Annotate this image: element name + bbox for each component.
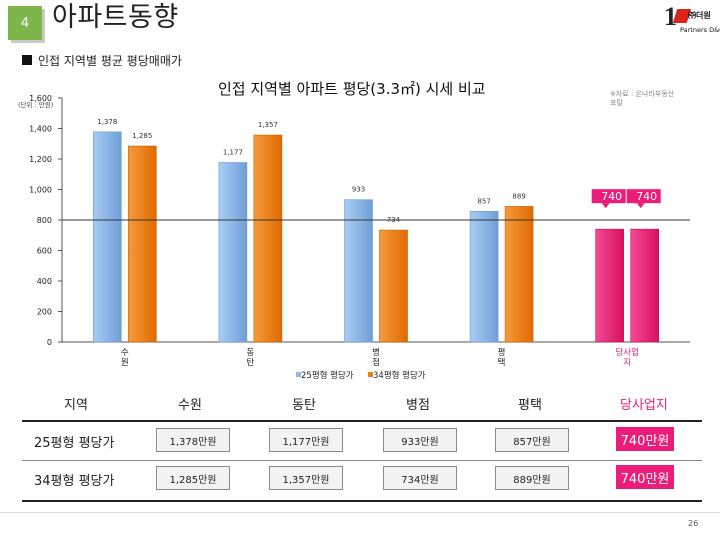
y-tick-label: 1,600 — [29, 94, 52, 103]
y-tick-label: 200 — [37, 308, 52, 317]
table-header-cell: 동탄 — [292, 398, 316, 413]
bar-series2 — [379, 229, 408, 343]
table-cell-highlight: 740만원 — [616, 427, 674, 451]
logo-brand: ㈜더원 — [688, 11, 711, 20]
bar-series1 — [93, 131, 122, 343]
table-cell: 889만원 — [495, 466, 569, 490]
row-label: 34평형 평당가 — [34, 474, 115, 489]
table-header-cell-highlight: 당사업지 — [620, 398, 668, 413]
table-cell: 734만원 — [383, 466, 457, 490]
data-label-pointer — [601, 203, 610, 209]
bar-series2 — [630, 228, 660, 343]
table-divider — [22, 420, 702, 422]
bar-series2 — [128, 145, 157, 343]
legend-label: 25평형 평당가 — [301, 370, 354, 381]
data-label: 1,177 — [223, 149, 243, 157]
y-tick-label: 1,000 — [29, 186, 52, 195]
bar-chart: 0 200 400 600 800 1,000 1,200 1,400 1,600(단위 : 만… — [18, 94, 690, 381]
table-header-cell: 평택 — [518, 398, 542, 413]
chart-title: 인접 지역별 아파트 평당(3.3㎡) 시세 비교 — [218, 80, 486, 98]
data-label: 933 — [352, 186, 365, 194]
bar-series1 — [344, 199, 373, 343]
table-divider — [22, 500, 702, 502]
bar-series1 — [218, 162, 248, 343]
section-heading-text: 인접 지역별 평균 평당매매가 — [38, 54, 182, 68]
logo-one-glyph: 1 — [664, 2, 677, 31]
company-logo: 1 ㈜더원 Partners D&C — [664, 2, 720, 40]
data-label: 1,285 — [132, 132, 152, 140]
y-tick-label: 1,400 — [29, 125, 52, 134]
source-note: ※자료 : 온나라부동산포탈 — [610, 90, 675, 107]
data-label: 1,357 — [258, 121, 278, 129]
section-heading: 인접 지역별 평균 평당매매가 — [22, 54, 222, 68]
table-cell: 1,177만원 — [269, 428, 343, 452]
table-cell: 1,357만원 — [269, 466, 343, 490]
data-label: 740 — [601, 190, 622, 203]
data-label-highlight-box — [626, 189, 661, 204]
page-number: 26 — [688, 519, 699, 528]
data-label: 740 — [636, 190, 657, 203]
section-number-badge: 4 — [8, 6, 42, 40]
page-title: 아파트동향 — [52, 2, 179, 33]
data-label: 857 — [477, 197, 490, 205]
table-header-cell: 수원 — [178, 398, 202, 413]
data-label: 1,378 — [97, 118, 117, 126]
table-divider — [22, 460, 702, 461]
y-tick-label: 400 — [37, 277, 52, 286]
table-cell-highlight: 740만원 — [616, 465, 674, 489]
y-tick-label: 0 — [47, 338, 52, 347]
footer-line — [0, 512, 720, 513]
data-label: 889 — [512, 192, 525, 200]
table-header: 지역 수원 동탄 병점 평택 당사업지 — [22, 388, 702, 418]
y-tick-label: 800 — [37, 216, 52, 225]
bar-series1 — [469, 211, 499, 343]
legend-swatch — [296, 372, 301, 377]
table-cell: 1,285만원 — [156, 466, 230, 490]
legend-swatch — [368, 372, 373, 377]
table-header-cell: 지역 — [64, 398, 88, 413]
unit-label: (단위 : 만원) — [18, 100, 53, 109]
bar-series2 — [504, 206, 534, 343]
bar-series1 — [595, 228, 625, 343]
x-tick-label: 당사업 지 — [615, 347, 638, 368]
bullet-square-icon — [22, 55, 32, 65]
data-label-highlight-box — [591, 189, 626, 204]
data-label-pointer — [636, 203, 645, 209]
y-tick-label: 600 — [37, 247, 52, 256]
bar-series2 — [253, 134, 283, 343]
logo-subtitle: Partners D&C — [680, 26, 720, 34]
legend-label: 34평형 평당가 — [373, 370, 426, 381]
table-cell: 933만원 — [383, 428, 457, 452]
row-label: 25평형 평당가 — [34, 436, 115, 451]
table-cell: 857만원 — [495, 428, 569, 452]
table-header-cell: 병점 — [406, 398, 430, 413]
table-cell: 1,378만원 — [156, 428, 230, 452]
y-tick-label: 1,200 — [29, 155, 52, 164]
